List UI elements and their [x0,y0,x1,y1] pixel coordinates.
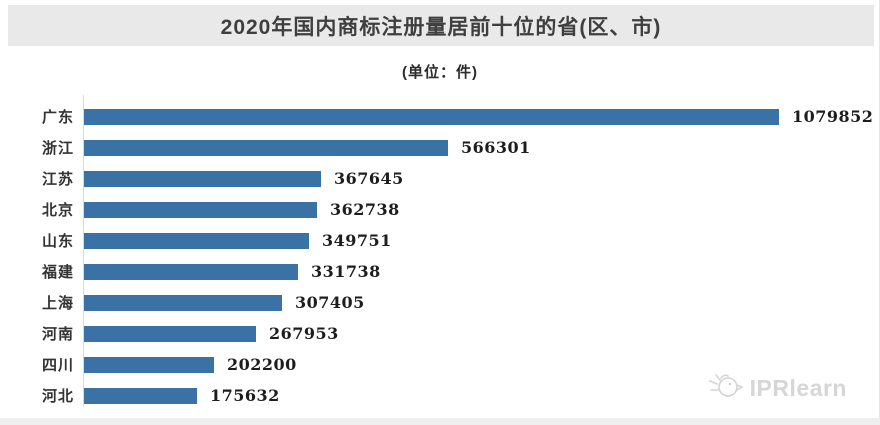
value-label: 362738 [330,200,400,219]
value-label: 349751 [322,231,392,250]
category-label: 河南 [41,326,74,343]
bar [84,232,309,249]
bottom-border [0,418,880,425]
value-label: 367645 [334,169,404,188]
value-label: 175632 [210,386,280,405]
bar-row: 浙江 566301 [0,132,880,163]
watermark-label: IPRlearn [749,374,847,401]
value-label: 307405 [295,293,365,312]
value-label: 202200 [227,355,297,374]
bar-row: 广东 1079852 [0,101,880,132]
bar-row: 四川 202200 [0,349,880,380]
bar-row: 江苏 367645 [0,163,880,194]
bar [84,387,197,404]
bar [84,108,779,125]
y-axis-line [83,95,84,407]
bar-chart: 广东 1079852 浙江 566301 江苏 367645 北京 362738 山东 34975… [0,95,880,411]
bar-row: 河北 175632 [0,380,880,411]
bar [84,294,282,311]
bar [84,356,214,373]
value-label: 566301 [461,138,531,157]
bar [84,325,256,342]
category-label: 上海 [41,295,74,312]
category-label: 广东 [41,109,74,126]
bar-row: 福建 331738 [0,256,880,287]
rooster-logo-icon [707,370,744,407]
title-band: 2020年国内商标注册量居前十位的省(区、市) [8,5,874,46]
category-label: 河北 [41,388,74,405]
bar [84,201,317,218]
category-label: 四川 [41,357,74,374]
watermark: IPRlearn [707,372,847,404]
bar [84,170,321,187]
value-label: 267953 [269,324,339,343]
bar-row: 北京 362738 [0,194,880,225]
bar [84,139,448,156]
category-label: 山东 [41,233,74,250]
bar-row: 河南 267953 [0,318,880,349]
unit-label: (单位：件) [402,64,478,81]
bar-rows: 广东 1079852 浙江 566301 江苏 367645 北京 362738 山东 34975… [0,101,880,411]
value-label: 331738 [311,262,381,281]
chart-title: 2020年国内商标注册量居前十位的省(区、市) [220,15,662,39]
category-label: 江苏 [41,171,74,188]
category-label: 北京 [41,202,74,219]
category-label: 福建 [41,264,74,281]
bar [84,263,298,280]
value-label: 1079852 [792,107,874,126]
bar-row: 山东 349751 [0,225,880,256]
category-label: 浙江 [41,140,74,157]
bar-row: 上海 307405 [0,287,880,318]
